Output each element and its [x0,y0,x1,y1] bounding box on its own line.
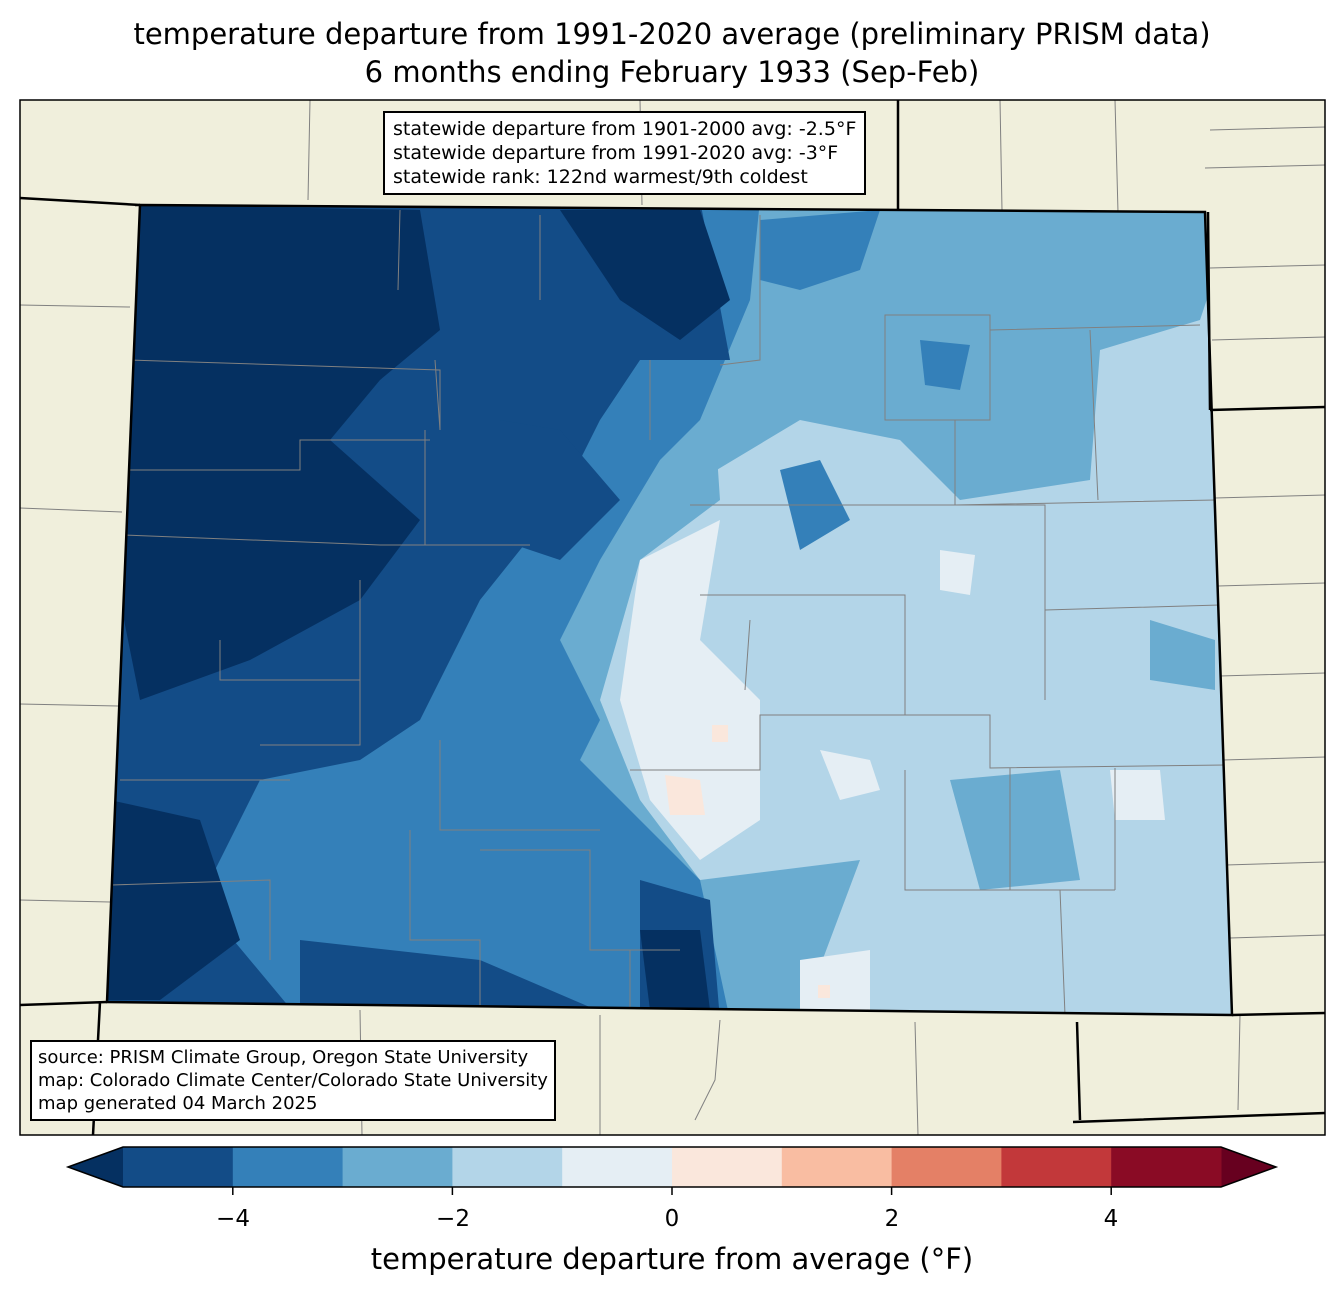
title-line-2: 6 months ending February 1933 (Sep-Feb) [364,55,980,89]
colorbar [65,1146,1279,1195]
county-lines [109,209,1226,1015]
source-line-3: map generated 04 March 2025 [38,1093,318,1114]
colorbar-segment [891,1147,1002,1187]
colorbar-segment [1001,1147,1112,1187]
stats-line-2: statewide departure from 1991-2020 avg: … [393,142,839,164]
title-line-1: temperature departure from 1991-2020 ave… [133,17,1211,51]
colorbar-segment [342,1147,453,1187]
temperature-contours [107,205,1232,1015]
colorbar-segment [672,1147,783,1187]
colorbar-under-extension [68,1147,123,1187]
colorbar-outline [65,1146,1279,1188]
colorbar-segment [781,1147,893,1187]
map-frame [19,99,1326,1136]
colorbar-segment [232,1147,344,1187]
colorbar-segment [562,1147,673,1187]
colorbar-tick-label: 0 [664,1206,680,1232]
colorbar-over-extension [1221,1147,1276,1187]
stats-line-1: statewide departure from 1901-2000 avg: … [393,118,857,140]
stats-line-3: statewide rank: 122nd warmest/9th coldes… [393,166,808,188]
colorbar-tick-label: 2 [884,1206,900,1232]
colorbar-tick-label: 4 [1103,1206,1119,1232]
colorbar-tick-label: −4 [216,1206,250,1232]
source-line-1: source: PRISM Climate Group, Oregon Stat… [38,1047,529,1068]
colorbar-segment [452,1147,563,1187]
colorbar-label: temperature departure from average (°F) [370,1242,974,1276]
colorbar-segment [1111,1147,1222,1187]
stats-box: statewide departure from 1901-2000 avg: … [383,111,867,195]
colorbar-tick-label: −2 [436,1206,470,1232]
source-box: source: PRISM Climate Group, Oregon Stat… [30,1040,556,1121]
source-line-2: map: Colorado Climate Center/Colorado St… [38,1070,548,1091]
neighbor-county-lines [19,99,1326,1136]
colorbar-segment [123,1147,234,1187]
